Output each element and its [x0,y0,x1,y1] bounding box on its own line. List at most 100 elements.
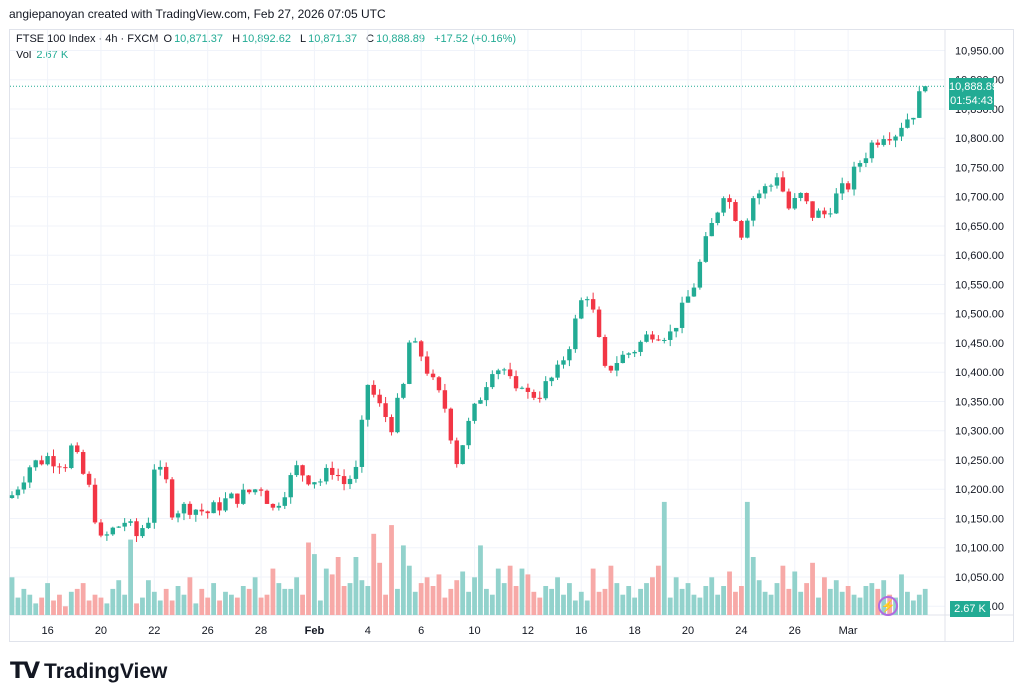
candle-body [241,489,246,504]
x-tick-label: 26 [789,625,801,637]
volume-tag: 2.67 K [950,601,990,617]
candle-body [685,296,691,303]
volume-bar [145,580,151,615]
y-tick-label: 10,400.00 [955,367,1004,379]
volume-bar [804,583,810,615]
candle-body [869,142,875,159]
volume-bar [199,588,205,615]
volume-bar [650,577,655,615]
candle-body [816,210,821,218]
volume-bar [857,597,863,615]
candle-body [140,528,145,537]
candle-body [252,489,258,493]
volume-bar [400,545,406,615]
candle-body [614,363,620,371]
chart-frame[interactable] [9,29,1014,642]
candle-body [810,201,815,218]
volume-bar [561,594,566,615]
candle-body [152,469,157,523]
volume-bar [110,588,116,615]
bar-countdown: 01:54:43 [950,95,993,107]
volume-bar [501,583,507,615]
candle-body [276,505,282,508]
candle-body [365,384,370,420]
volume-bar [679,588,685,615]
volume-bar [211,583,217,615]
candle-body [845,183,851,190]
candle-body [371,384,376,395]
volume-bar [644,583,649,615]
volume-bar [128,539,133,615]
x-tick-label: 6 [418,625,424,637]
candle-body [80,452,86,474]
candle-body [330,467,335,475]
volume-bar [258,597,264,615]
candle-body [436,377,442,391]
symbol-label[interactable]: FTSE 100 Index · 4h · FXCM [16,33,159,45]
volume-bar [80,583,86,615]
volume-bar [74,588,80,615]
volume-bar [762,591,768,615]
candle-body [282,497,287,506]
volume-bar [768,594,774,615]
volume-bar [424,577,430,615]
candle-body [555,364,560,378]
candle-body [834,193,839,214]
volume-bar [163,588,169,615]
volume-bar [738,586,744,615]
volume-bar [294,577,300,615]
volume-bar [312,554,317,615]
volume-bar [276,583,282,615]
volume-bar [122,594,128,615]
volume-bar [733,591,738,615]
candle-body [158,466,163,470]
candle-body [235,493,240,504]
candle-body [911,117,916,120]
open-label: O [163,33,173,45]
candle-body [9,495,15,498]
candle-body [525,387,531,392]
candle-body [466,420,471,446]
close-value: 10,888.89 [376,33,426,45]
volume-bar [317,600,323,615]
y-tick-label: 10,950.00 [955,45,1004,57]
candle-body [756,193,762,199]
x-tick-label: 20 [95,625,107,637]
volume-bar [442,597,448,615]
last-price: 10,888.89 [949,81,998,93]
volume-legend: Vol 2.67 K [16,49,74,61]
candle-body [596,309,602,338]
volume-bar [412,591,418,615]
candle-body [567,349,572,361]
candle-body [881,139,886,145]
candle-body [840,183,845,194]
candle-body [69,445,74,468]
candle-body [116,526,121,528]
volume-bar [572,600,578,615]
lightning-bolt-icon[interactable]: ⚡ [878,596,898,616]
candle-body [359,419,365,467]
low-value: 10,871.37 [308,33,358,45]
candle-body [501,369,507,371]
candle-body [602,337,608,366]
volume-label[interactable]: Vol [16,49,32,61]
candle-body [128,521,133,523]
candle-body [650,334,655,340]
volume-bar [329,574,335,615]
volume-bar [57,594,62,615]
candle-body [33,460,38,468]
volume-bar [454,580,460,615]
candle-body [573,318,578,350]
candle-body [448,408,454,441]
volume-bar [863,586,869,615]
candle-body [590,299,596,310]
volume-bar [140,597,145,615]
candle-body [774,177,780,186]
volume-bar [614,583,620,615]
candle-body [715,212,720,224]
candle-body [460,445,465,465]
y-tick-label: 10,200.00 [955,484,1004,496]
candle-body [745,220,750,238]
volume-bar [466,591,472,615]
